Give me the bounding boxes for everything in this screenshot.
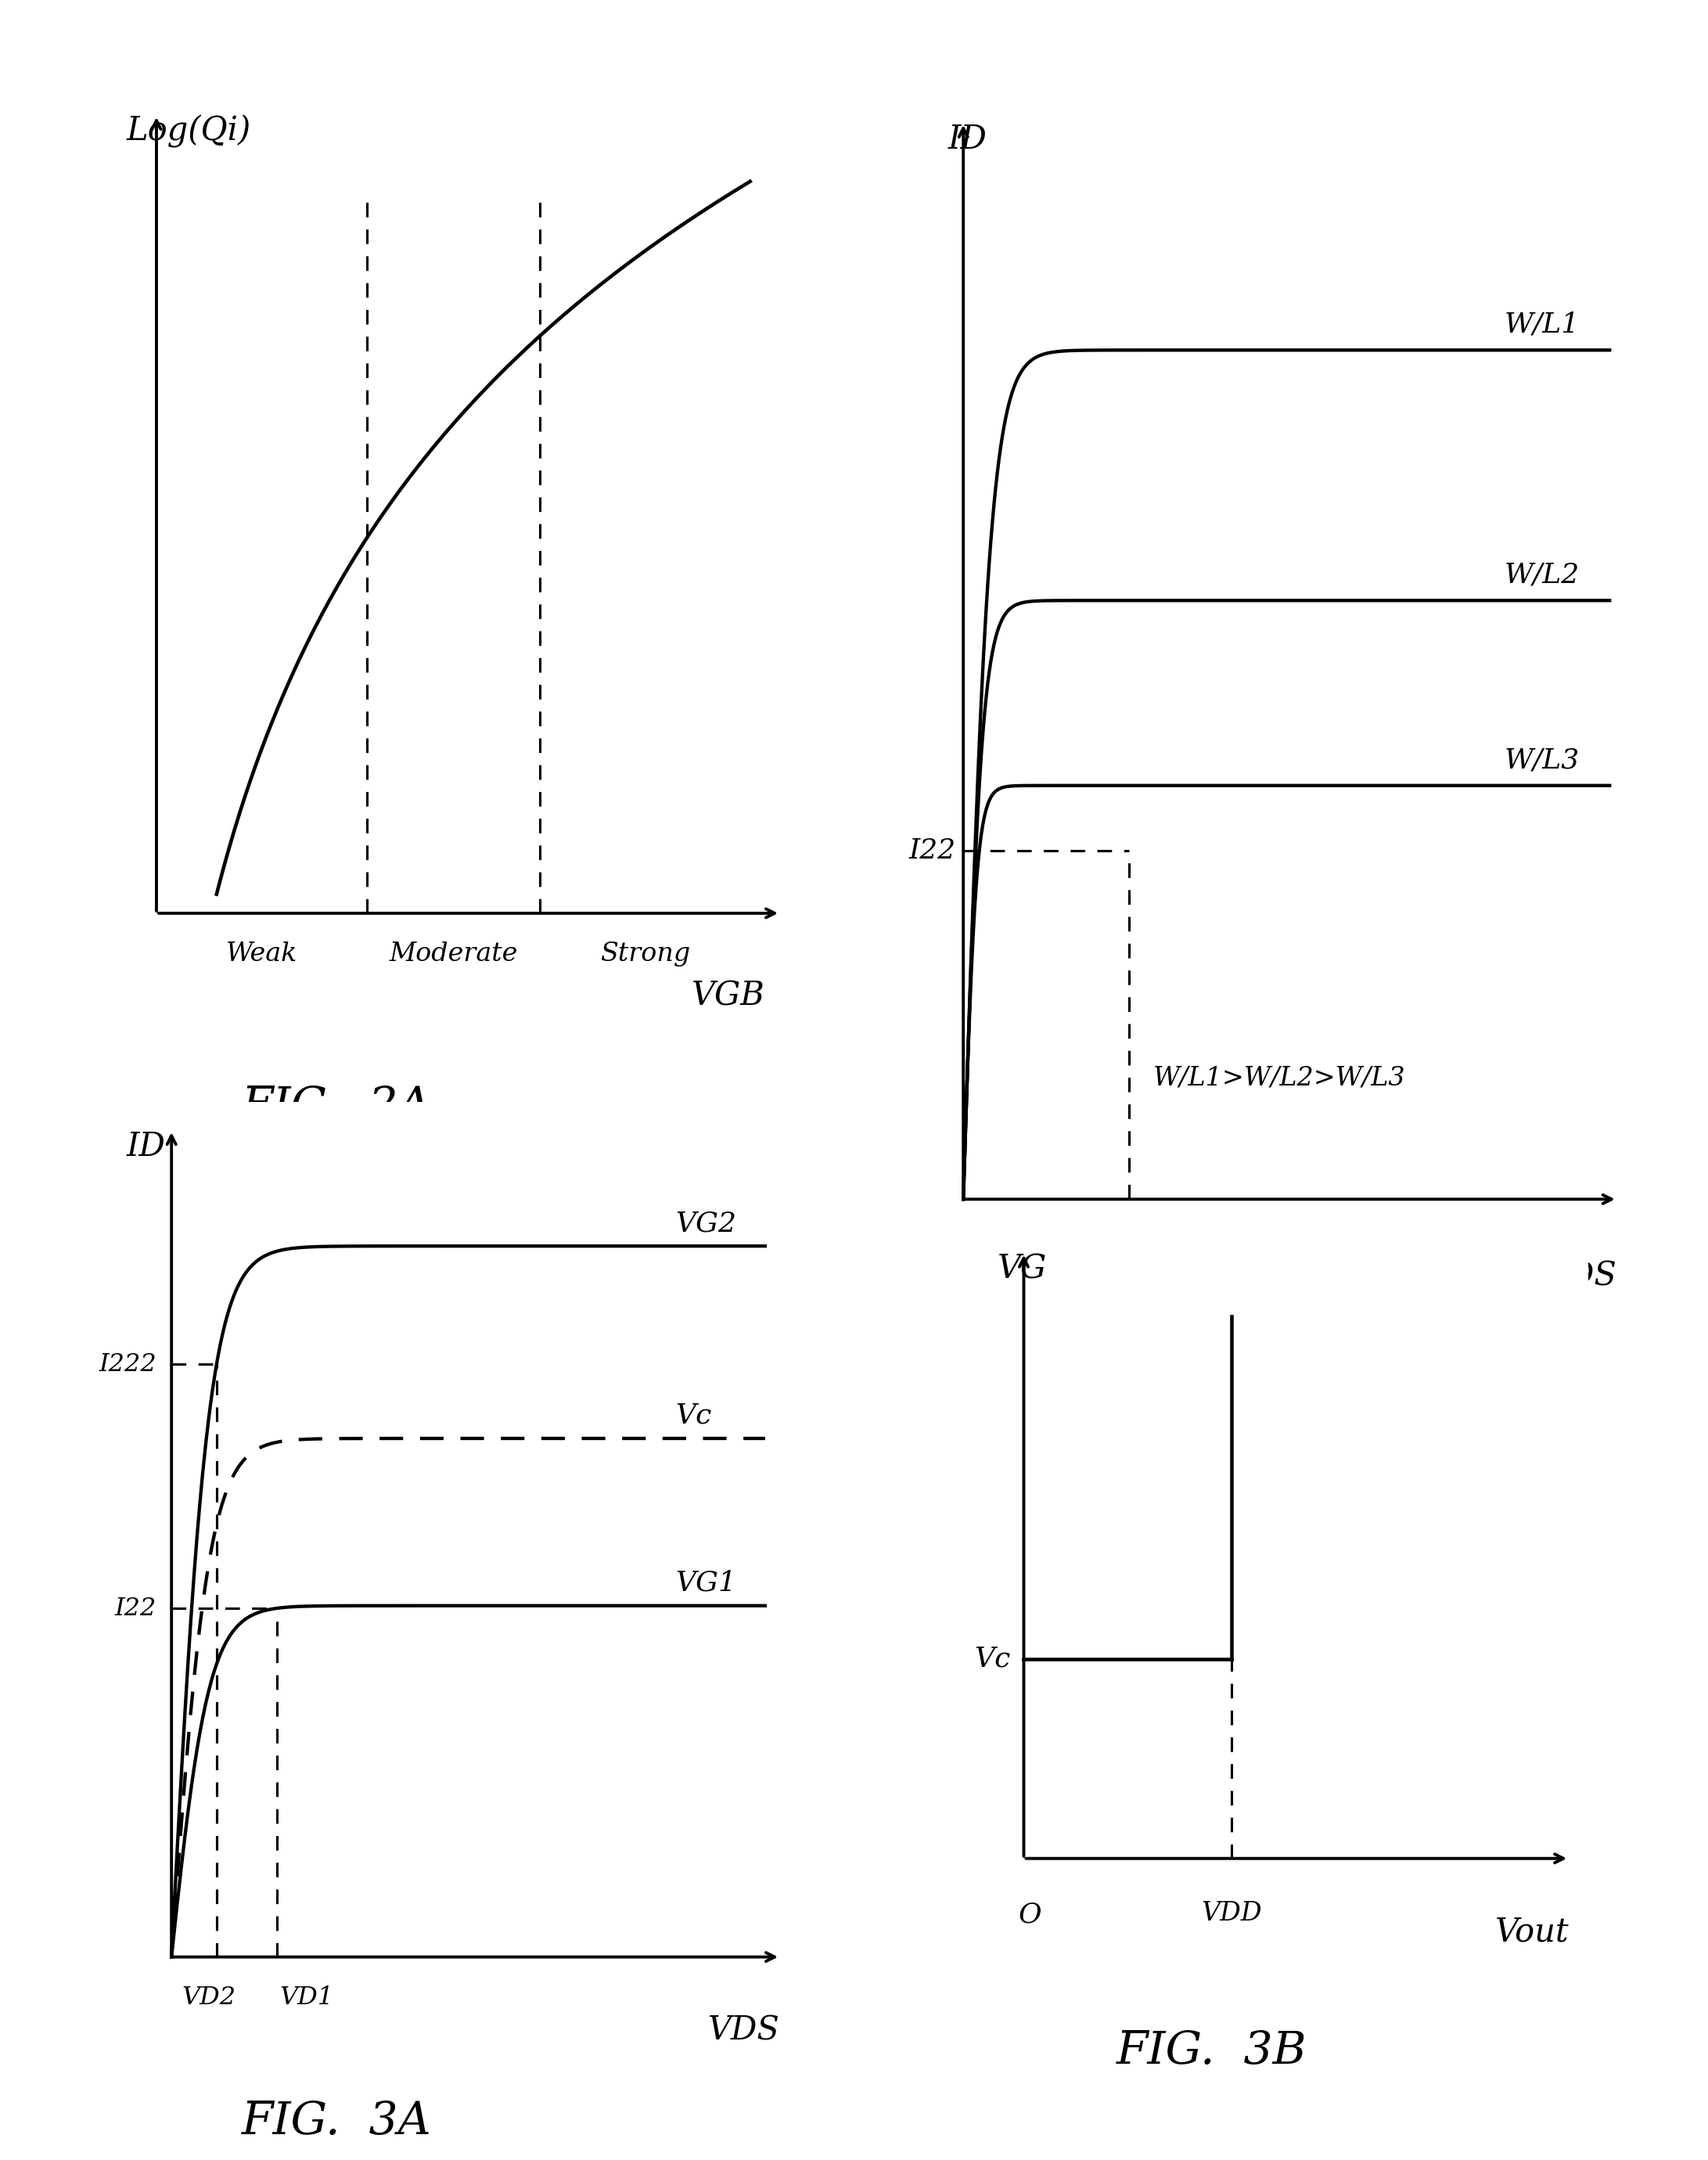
Text: I22: I22 <box>909 838 956 864</box>
Text: ID: ID <box>126 1130 166 1162</box>
Text: FIG.  3A: FIG. 3A <box>243 2100 432 2143</box>
Text: W/L1: W/L1 <box>1505 311 1580 337</box>
Text: Strong: Strong <box>600 942 690 968</box>
Text: W/L1>W/L2>W/L3: W/L1>W/L2>W/L3 <box>1153 1065 1406 1091</box>
Text: Vc: Vc <box>975 1646 1011 1672</box>
Text: Vout: Vout <box>1494 1916 1570 1948</box>
Text: VGB: VGB <box>692 981 765 1013</box>
Text: VDD: VDD <box>1201 1901 1262 1927</box>
Text: VG: VG <box>997 1253 1047 1285</box>
Text: W/L3: W/L3 <box>1505 747 1580 773</box>
Text: VG2: VG2 <box>675 1210 736 1236</box>
Text: VD1: VD1 <box>280 1985 333 2009</box>
Text: VDS: VDS <box>709 2013 781 2048</box>
Text: VG1: VG1 <box>675 1570 736 1596</box>
Text: I22: I22 <box>114 1596 157 1620</box>
Text: I222: I222 <box>99 1352 157 1376</box>
Text: Weak: Weak <box>225 942 297 968</box>
Text: FIG.  3B: FIG. 3B <box>1117 2030 1307 2074</box>
Text: VD: VD <box>1107 1248 1149 1274</box>
Text: ID: ID <box>948 123 987 156</box>
Text: Vc: Vc <box>675 1402 711 1430</box>
Text: Moderate: Moderate <box>389 942 518 968</box>
Text: Log(Qi): Log(Qi) <box>126 114 251 149</box>
Text: W/L2: W/L2 <box>1505 562 1580 588</box>
Text: FIG.  2A: FIG. 2A <box>243 1084 432 1128</box>
Text: FIG.  2B: FIG. 2B <box>1078 1356 1269 1400</box>
Text: VDS: VDS <box>1546 1259 1617 1292</box>
Text: VD2: VD2 <box>183 1985 236 2009</box>
Text: O: O <box>1018 1901 1042 1929</box>
